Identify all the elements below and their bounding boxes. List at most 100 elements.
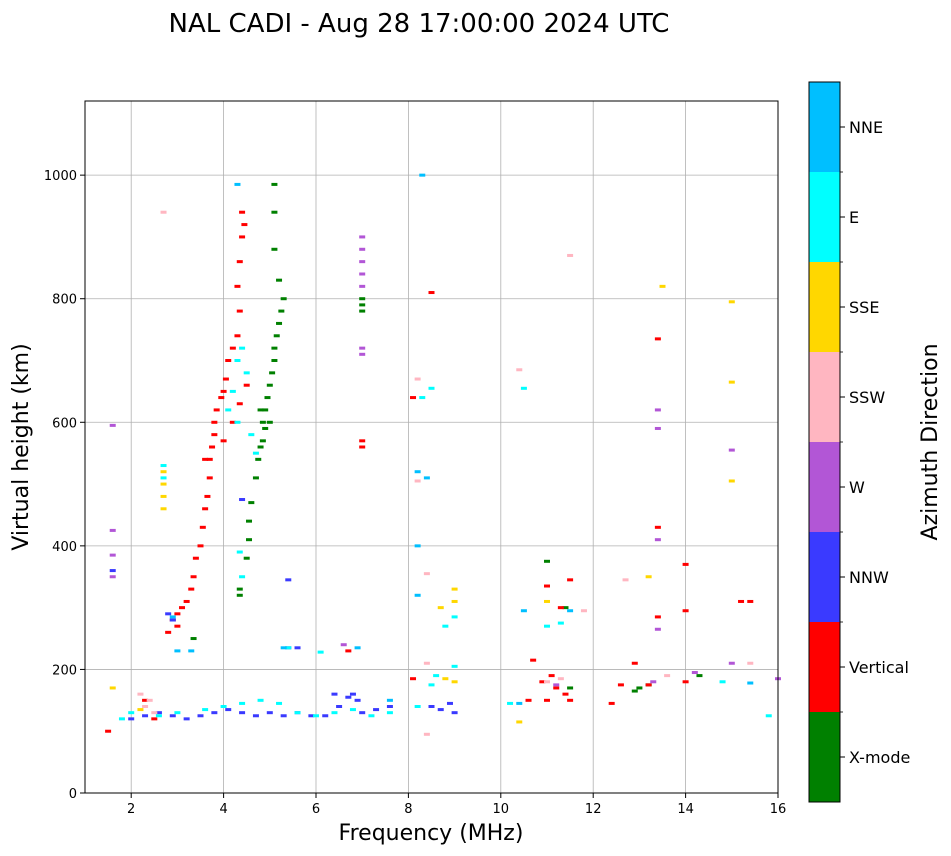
data-point [234, 284, 241, 288]
data-point [428, 683, 435, 687]
data-point [109, 528, 116, 532]
data-point [146, 698, 153, 702]
data-point [257, 408, 264, 412]
data-point [386, 705, 393, 708]
data-point [442, 624, 449, 628]
data-point [239, 210, 246, 214]
data-point [553, 683, 560, 687]
data-point [423, 572, 430, 576]
data-point [451, 587, 458, 591]
x-tick-label: 4 [219, 802, 227, 817]
data-point [218, 396, 225, 400]
plot-background [85, 101, 778, 793]
data-point [349, 708, 356, 712]
data-point [109, 569, 116, 573]
data-point [174, 612, 181, 616]
plot-frame [84, 100, 779, 794]
data-point [257, 698, 264, 702]
data-point [236, 402, 243, 406]
colorbar-swatch [809, 622, 840, 712]
x-tick-label: 16 [770, 802, 787, 817]
data-point [222, 377, 229, 381]
colorbar-swatch [809, 262, 840, 352]
series-w [109, 235, 781, 687]
data-point [516, 368, 523, 372]
data-point [188, 649, 195, 653]
x-tick-label: 8 [404, 802, 412, 817]
data-point [530, 658, 537, 662]
colorbar-swatch [809, 172, 840, 262]
data-point [410, 677, 417, 681]
series-ssw [137, 210, 754, 736]
data-point [539, 680, 546, 684]
data-point [557, 621, 564, 625]
colorbar-category-label: NNE [849, 118, 883, 137]
data-point [645, 575, 652, 579]
data-point [516, 701, 523, 705]
plot-area [84, 100, 781, 794]
data-point [336, 705, 343, 708]
data-point [359, 711, 366, 715]
chart-title: NAL CADI - Aug 28 17:00:00 2024 UTC [169, 9, 670, 39]
data-point [160, 507, 167, 511]
data-point [257, 445, 264, 449]
data-point [451, 615, 458, 619]
data-point [567, 609, 574, 613]
data-point [269, 371, 276, 375]
data-point [246, 519, 253, 523]
data-point [160, 476, 167, 480]
y-axis: 0 200 400 600 800 1000 [44, 169, 85, 802]
data-point [525, 698, 532, 702]
data-point [386, 698, 393, 702]
data-point [631, 689, 638, 693]
data-point [202, 457, 209, 461]
data-point [322, 714, 329, 718]
data-point [567, 686, 574, 690]
data-point [197, 544, 204, 548]
data-point [414, 705, 421, 708]
data-point [664, 674, 671, 678]
data-point [234, 420, 241, 424]
data-point [308, 714, 315, 718]
colorbar: X-mode Vertical NNW W SSW SSE E NNE [808, 81, 910, 803]
data-point [234, 182, 241, 186]
data-point [423, 476, 430, 480]
data-point [414, 593, 421, 597]
data-point [169, 714, 176, 718]
data-point [691, 671, 698, 675]
data-point [109, 686, 116, 690]
data-point [239, 235, 246, 239]
data-point [202, 708, 209, 712]
data-point [553, 686, 560, 690]
x-tick-label: 14 [677, 802, 694, 817]
data-point [544, 584, 550, 588]
data-point [206, 476, 213, 480]
data-point [229, 389, 236, 393]
data-point [165, 612, 172, 616]
data-point [197, 714, 204, 718]
x-axis: 2 4 6 8 10 12 14 16 [127, 793, 786, 817]
data-point [266, 711, 273, 715]
data-point [747, 661, 754, 665]
data-point [562, 692, 569, 696]
data-point [728, 380, 735, 384]
x-axis-label: Frequency (MHz) [339, 821, 524, 846]
data-point [368, 714, 375, 718]
data-point [728, 448, 735, 452]
data-point [414, 377, 421, 381]
data-point [128, 717, 135, 721]
data-point [654, 615, 661, 619]
data-point [179, 606, 186, 610]
data-point [544, 698, 550, 702]
data-point [359, 352, 366, 356]
data-point [359, 303, 366, 307]
data-point [419, 396, 426, 400]
colorbar-category-label: SSE [849, 298, 879, 317]
data-point [109, 553, 116, 557]
data-point [317, 650, 324, 654]
data-point [285, 578, 292, 582]
data-point [160, 494, 167, 498]
data-point [654, 525, 661, 529]
data-point [190, 575, 197, 579]
